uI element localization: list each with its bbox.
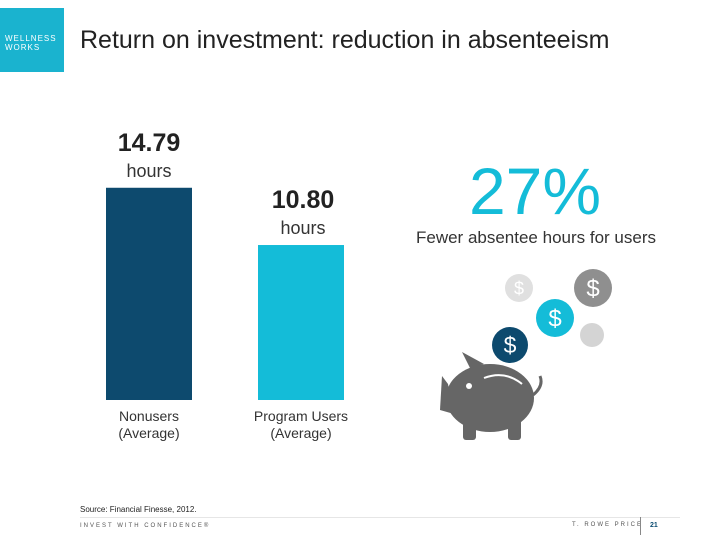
bar-chart: 14.79hoursNonusers(Average)10.80hoursPro… <box>106 129 656 441</box>
source-note: Source: Financial Finesse, 2012. <box>80 505 197 514</box>
wellness-works-logo: WELLNESS WORKS <box>0 8 64 72</box>
coin-cyan-symbol: $ <box>548 306 561 333</box>
piggy-bank-back-leg-icon <box>508 418 521 440</box>
footer-tagline: INVEST WITH CONFIDENCE® <box>80 523 211 529</box>
coin-navy-icon <box>492 327 528 363</box>
coin-navy-symbol: $ <box>504 332 517 358</box>
coin-light-gray-icon <box>505 274 533 302</box>
piggy-bank-ear-icon <box>462 352 484 368</box>
logo-line-1: WELLNESS <box>5 34 57 43</box>
page-title: Return on investment: reduction in absen… <box>80 26 610 54</box>
category-label-1-line-2: (Average) <box>118 425 179 441</box>
piggy-bank-eye-icon <box>466 383 472 389</box>
category-label-1-line-1: Nonusers <box>119 408 179 424</box>
logo-line-2: WORKS <box>5 43 41 52</box>
category-label-2-line-2: (Average) <box>270 425 331 441</box>
piggy-bank-snout-icon <box>440 376 454 414</box>
category-label-2-line-1: Program Users <box>254 408 348 424</box>
footer-divider <box>80 517 680 518</box>
bar-2 <box>258 245 344 400</box>
footer-brand: T. ROWE PRICE <box>572 522 644 528</box>
data-label-unit-2: hours <box>280 218 325 238</box>
coin-gray-icon <box>574 269 612 307</box>
bar-1 <box>106 187 192 400</box>
coin-light-gray-symbol: $ <box>514 278 524 298</box>
coin-gray-symbol: $ <box>586 276 599 303</box>
callout-percentage: 27% <box>469 154 601 228</box>
piggy-bank-body-icon <box>446 364 534 432</box>
coin-cyan-icon <box>536 299 574 337</box>
callout-description: Fewer absentee hours for users <box>416 228 656 247</box>
piggy-bank-front-leg-icon <box>463 418 476 440</box>
data-label-unit-1: hours <box>126 161 171 181</box>
page-number: 21 <box>650 522 658 529</box>
coin-small-icon <box>580 323 604 347</box>
piggy-bank-coin-slot-icon <box>483 374 523 385</box>
data-label-value-2: 10.80 <box>272 186 335 214</box>
data-label-value-1: 14.79 <box>118 129 181 157</box>
piggy-bank-tail-icon <box>532 375 543 397</box>
footer-separator <box>640 517 641 535</box>
